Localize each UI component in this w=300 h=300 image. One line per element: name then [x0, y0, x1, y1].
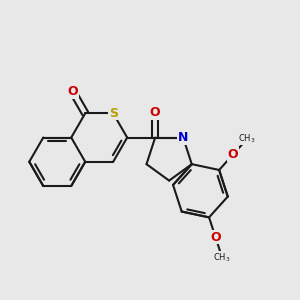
Text: CH$_3$: CH$_3$ [238, 133, 256, 145]
Text: O: O [228, 148, 238, 161]
Text: O: O [67, 85, 78, 98]
Text: S: S [109, 107, 118, 120]
Text: O: O [150, 106, 160, 119]
Text: O: O [210, 231, 221, 244]
Text: CH$_3$: CH$_3$ [213, 251, 231, 263]
Text: N: N [178, 131, 188, 144]
